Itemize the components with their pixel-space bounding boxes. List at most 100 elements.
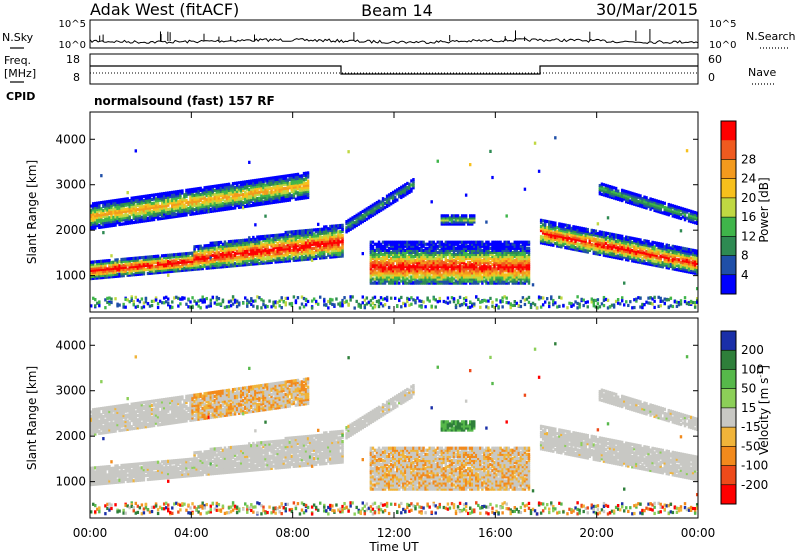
heatmap-cell bbox=[104, 216, 107, 220]
heatmap-cell bbox=[90, 266, 93, 270]
heatmap-cell bbox=[164, 210, 168, 214]
heatmap-cell bbox=[319, 240, 322, 244]
heatmap-cell bbox=[167, 303, 170, 307]
heatmap-cell bbox=[426, 277, 429, 281]
heatmap-cell bbox=[361, 213, 364, 218]
heatmap-cell bbox=[475, 267, 478, 271]
heatmap-cell bbox=[132, 256, 135, 260]
heatmap-cell bbox=[156, 258, 160, 262]
heatmap-cell bbox=[288, 175, 292, 180]
heatmap-cell bbox=[497, 261, 500, 265]
heatmap-cell bbox=[191, 198, 194, 202]
heatmap-cell bbox=[229, 190, 233, 194]
heatmap-cell bbox=[235, 189, 239, 193]
heatmap-cell bbox=[312, 242, 316, 246]
heatmap-cell bbox=[347, 222, 350, 227]
heatmap-cell bbox=[400, 240, 403, 244]
heatmap-cell bbox=[152, 197, 156, 201]
heatmap-cell bbox=[543, 231, 547, 236]
heatmap-cell bbox=[487, 244, 490, 248]
heatmap-cell bbox=[221, 261, 225, 265]
heatmap-cell bbox=[262, 185, 265, 190]
heatmap-cell bbox=[379, 273, 383, 277]
heatmap-cell bbox=[100, 265, 103, 270]
heatmap-cell bbox=[262, 196, 265, 200]
heatmap-cell bbox=[260, 184, 263, 188]
heatmap-cell bbox=[383, 279, 387, 283]
heatmap-cell bbox=[296, 235, 300, 240]
heatmap-cell bbox=[158, 213, 162, 217]
heatmap-cell bbox=[468, 275, 472, 279]
heatmap-cell bbox=[227, 250, 231, 254]
heatmap-cell bbox=[246, 256, 249, 261]
heatmap-cell bbox=[100, 274, 103, 278]
heatmap-cell bbox=[286, 184, 290, 188]
heatmap-cell bbox=[100, 219, 103, 223]
heatmap-cell bbox=[217, 302, 221, 306]
heatmap-cell bbox=[148, 267, 152, 271]
heatmap-cell bbox=[252, 258, 255, 262]
heatmap-cell bbox=[177, 296, 180, 300]
heatmap-cell bbox=[132, 212, 135, 216]
heatmap-cell bbox=[430, 256, 433, 261]
heatmap-cell bbox=[466, 248, 470, 252]
heatmap-cell bbox=[229, 184, 233, 188]
heatmap-cell bbox=[383, 248, 387, 252]
heatmap-cell bbox=[523, 261, 527, 265]
heatmap-cell bbox=[239, 263, 243, 267]
heatmap-cell bbox=[499, 277, 502, 281]
heatmap-cell bbox=[458, 250, 462, 255]
heatmap-cell bbox=[175, 295, 178, 299]
heatmap-cell bbox=[288, 240, 292, 244]
heatmap-cell bbox=[205, 191, 208, 196]
heatmap-cell bbox=[414, 275, 417, 279]
heatmap-cell bbox=[258, 253, 261, 257]
heatmap-cell bbox=[250, 250, 253, 254]
heatmap-cell bbox=[446, 248, 450, 252]
heatmap-cell bbox=[396, 244, 399, 248]
heatmap-cell bbox=[104, 224, 107, 229]
heatmap-cell bbox=[203, 260, 206, 264]
heatmap-cell bbox=[248, 240, 251, 244]
heatmap-cell bbox=[205, 260, 208, 264]
heatmap-cell bbox=[462, 246, 466, 250]
heatmap-cell bbox=[205, 194, 208, 198]
heatmap-cell bbox=[300, 194, 304, 198]
heatmap-cell bbox=[387, 240, 391, 244]
heatmap-cell bbox=[122, 218, 125, 222]
heatmap-cell bbox=[215, 188, 219, 192]
heatmap-cell bbox=[442, 275, 446, 279]
heatmap-cell bbox=[189, 210, 192, 214]
heatmap-cell bbox=[126, 197, 129, 201]
heatmap-cell bbox=[367, 206, 371, 210]
heatmap-cell bbox=[156, 207, 160, 211]
heatmap-cell bbox=[507, 271, 510, 275]
heatmap-cell bbox=[448, 250, 452, 255]
heatmap-cell bbox=[144, 296, 148, 300]
heatmap-cell bbox=[408, 244, 411, 248]
heatmap-cell bbox=[420, 305, 423, 309]
heatmap-cell bbox=[537, 169, 541, 173]
heatmap-cell bbox=[209, 298, 212, 302]
heatmap-cell bbox=[438, 296, 442, 301]
heatmap-cell bbox=[256, 295, 259, 299]
heatmap-cell bbox=[306, 193, 310, 198]
heatmap-cell bbox=[499, 267, 502, 271]
heatmap-cell bbox=[452, 250, 456, 255]
heatmap-cell bbox=[503, 273, 506, 277]
heatmap-cell bbox=[499, 271, 502, 275]
heatmap-cell bbox=[383, 297, 387, 301]
heatmap-cell bbox=[140, 272, 144, 276]
heatmap-cell bbox=[430, 259, 433, 263]
heatmap-cell bbox=[517, 261, 521, 265]
heatmap-cell bbox=[391, 250, 395, 255]
heatmap-cell bbox=[114, 266, 117, 270]
heatmap-cell bbox=[252, 181, 255, 185]
heatmap-cell bbox=[456, 271, 460, 275]
heatmap-cell bbox=[375, 273, 379, 277]
heatmap-cell bbox=[197, 246, 200, 251]
heatmap-cell bbox=[337, 236, 340, 240]
heatmap-cell bbox=[100, 215, 103, 219]
heatmap-cell bbox=[420, 261, 423, 265]
heatmap-cell bbox=[337, 248, 340, 252]
